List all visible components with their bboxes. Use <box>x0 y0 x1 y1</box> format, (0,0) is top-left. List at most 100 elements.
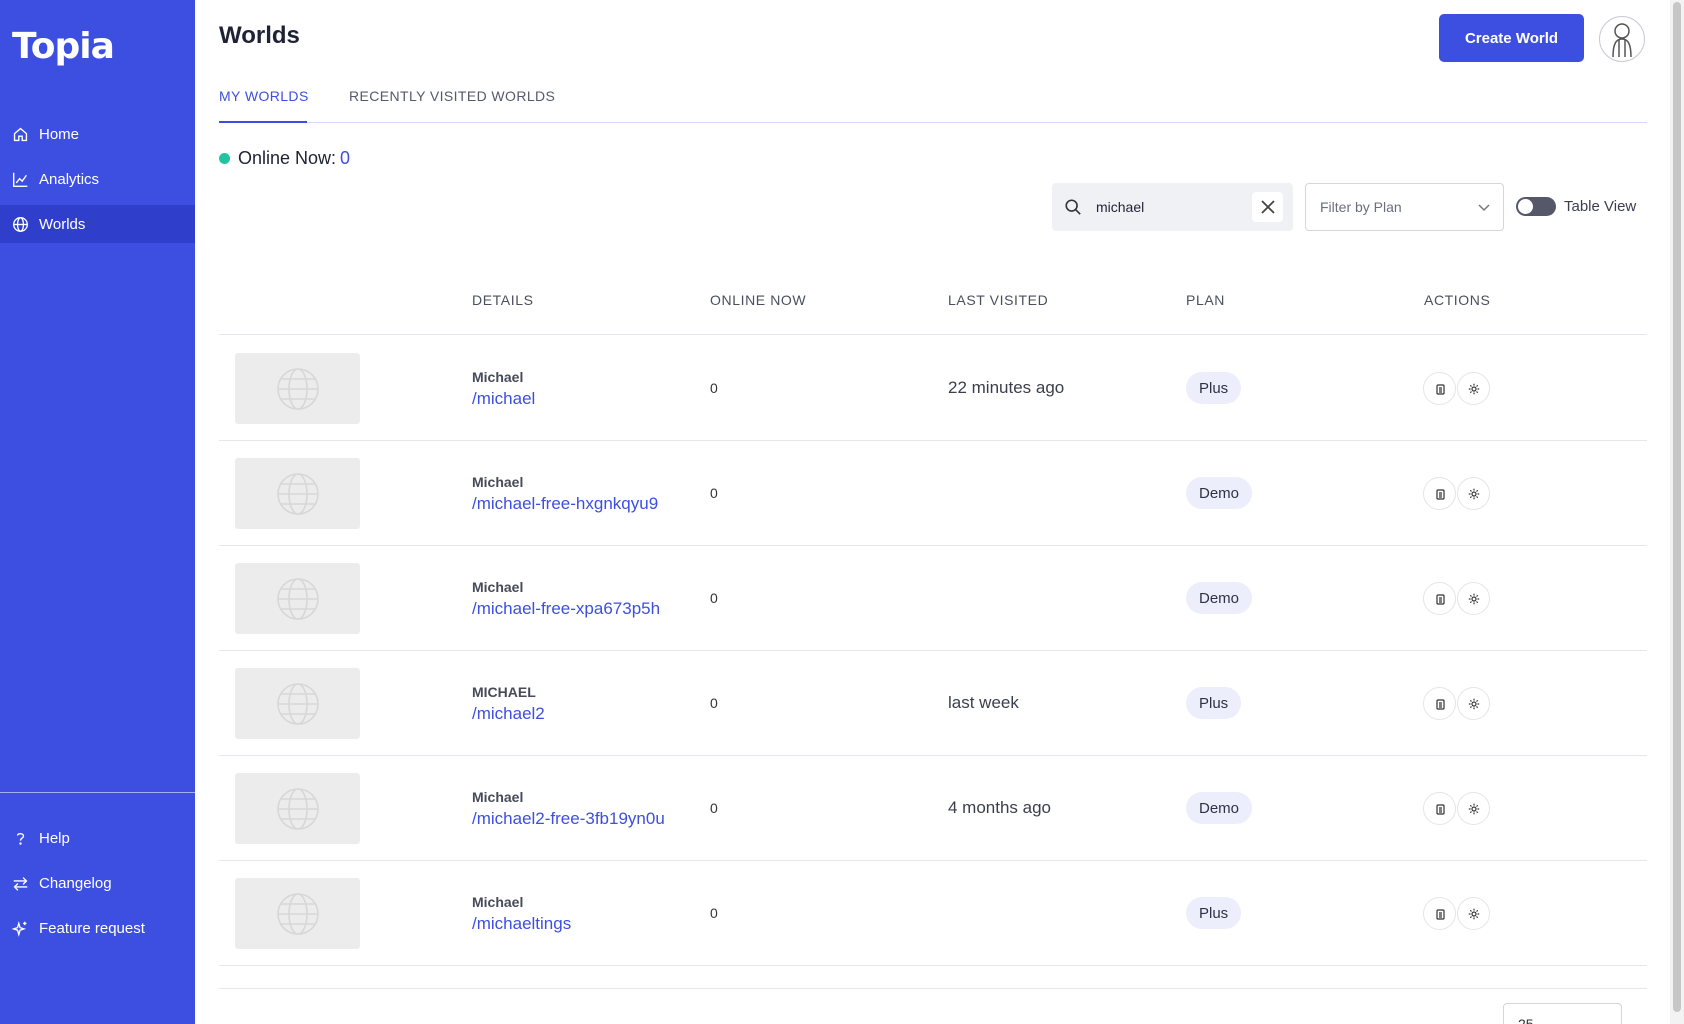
chevron-down-icon <box>1478 204 1490 212</box>
world-url-link[interactable]: /michael <box>472 389 536 408</box>
globe-icon <box>276 472 319 515</box>
column-header-details: DETAILS <box>472 292 534 308</box>
sidebar-nav: Home Analytics Worlds <box>0 115 195 250</box>
world-settings-button[interactable] <box>1457 792 1490 825</box>
world-owner-name: MICHAEL <box>472 684 536 700</box>
plan-badge: Demo <box>1186 792 1253 824</box>
table-row: Michael/michael-free-xpa673p5h 0 Demo <box>219 546 1647 651</box>
copy-icon <box>1435 383 1445 395</box>
copy-world-button[interactable] <box>1423 477 1456 510</box>
online-now-cell: 0 <box>710 695 718 711</box>
tab-bar: MY WORLDS RECENTLY VISITED WORLDS <box>219 78 1647 123</box>
last-visited-cell: last week <box>948 693 1019 712</box>
gear-icon <box>1468 908 1479 919</box>
world-url-link[interactable]: /michael2 <box>472 704 545 723</box>
sidebar-item-label: Help <box>39 829 70 847</box>
search-box <box>1052 183 1293 231</box>
gear-icon <box>1468 593 1479 604</box>
plan-badge: Demo <box>1186 582 1253 614</box>
copy-world-button[interactable] <box>1423 687 1456 720</box>
plan-badge: Plus <box>1186 897 1242 929</box>
analytics-icon <box>11 170 29 188</box>
sidebar-item-label: Worlds <box>39 215 86 233</box>
scrollbar[interactable] <box>1670 0 1684 1024</box>
sidebar-item-label: Home <box>39 125 80 143</box>
world-url-link[interactable]: /michael-free-hxgnkqyu9 <box>472 494 659 513</box>
column-header-online-now: ONLINE NOW <box>710 292 807 308</box>
sidebar-bottom-nav: Help Changelog Feature request <box>0 819 195 954</box>
world-settings-button[interactable] <box>1457 687 1490 720</box>
sidebar-item-worlds[interactable]: Worlds <box>0 205 195 243</box>
toggle-knob <box>1518 199 1533 214</box>
active-tab-indicator <box>219 121 307 123</box>
world-thumbnail[interactable] <box>235 668 360 739</box>
world-thumbnail[interactable] <box>235 773 360 844</box>
globe-icon <box>276 577 319 620</box>
scrollbar-thumb[interactable] <box>1673 2 1681 1012</box>
main-content: Worlds Create World MY WORLDS RECENTLY V… <box>219 0 1647 1024</box>
table-view-label: Table View <box>1564 198 1637 215</box>
world-thumbnail[interactable] <box>235 353 360 424</box>
gear-icon <box>1468 488 1479 499</box>
page-title: Worlds <box>219 22 300 49</box>
globe-icon <box>276 892 319 935</box>
world-owner-name: Michael <box>472 789 524 805</box>
tab-my-worlds[interactable]: MY WORLDS <box>219 88 309 104</box>
world-owner-name: Michael <box>472 369 524 385</box>
world-owner-name: Michael <box>472 579 524 595</box>
world-settings-button[interactable] <box>1457 897 1490 930</box>
gear-icon <box>1468 803 1479 814</box>
clear-search-button[interactable] <box>1252 192 1283 222</box>
online-now-cell: 0 <box>710 590 718 606</box>
world-url-link[interactable]: /michaeltings <box>472 914 572 933</box>
copy-icon <box>1435 698 1445 710</box>
world-url-link[interactable]: /michael2-free-3fb19yn0u <box>472 809 665 828</box>
world-thumbnail[interactable] <box>235 458 360 529</box>
rows-per-page-select[interactable]: 25 <box>1503 1003 1622 1024</box>
world-owner-name: Michael <box>472 894 524 910</box>
changelog-icon <box>11 874 29 892</box>
copy-world-button[interactable] <box>1423 792 1456 825</box>
search-icon <box>1065 199 1081 215</box>
world-thumbnail[interactable] <box>235 878 360 949</box>
sidebar-item-feature-request[interactable]: Feature request <box>0 909 195 947</box>
world-settings-button[interactable] <box>1457 477 1490 510</box>
copy-icon <box>1435 488 1445 500</box>
sidebar: Topia Home Analytics Worlds Help <box>0 0 195 1024</box>
world-thumbnail[interactable] <box>235 563 360 634</box>
world-settings-button[interactable] <box>1457 582 1490 615</box>
globe-icon <box>276 787 319 830</box>
sidebar-item-help[interactable]: Help <box>0 819 195 857</box>
table-row: Michael/michael 0 22 minutes ago Plus <box>219 336 1647 441</box>
filter-label: Filter by Plan <box>1320 199 1402 215</box>
plan-badge: Plus <box>1186 372 1242 404</box>
copy-world-button[interactable] <box>1423 582 1456 615</box>
online-now-cell: 0 <box>710 905 718 921</box>
world-url-link[interactable]: /michael-free-xpa673p5h <box>472 599 661 618</box>
sidebar-item-home[interactable]: Home <box>0 115 195 153</box>
table-header: DETAILS ONLINE NOW LAST VISITED PLAN ACT… <box>219 280 1647 335</box>
copy-world-button[interactable] <box>1423 372 1456 405</box>
topia-logo[interactable]: Topia <box>12 26 115 67</box>
online-status-dot <box>219 153 230 164</box>
plan-badge: Demo <box>1186 477 1253 509</box>
world-settings-button[interactable] <box>1457 372 1490 405</box>
online-now-indicator: Online Now: 0 <box>219 148 350 169</box>
sidebar-item-label: Analytics <box>39 170 100 188</box>
table-row: Michael/michael2-free-3fb19yn0u 0 4 months… <box>219 756 1647 861</box>
user-avatar-icon <box>1612 23 1632 58</box>
tab-recently-visited-worlds[interactable]: RECENTLY VISITED WORLDS <box>349 88 556 104</box>
gear-icon <box>1468 383 1479 394</box>
avatar[interactable] <box>1599 16 1645 62</box>
sidebar-item-changelog[interactable]: Changelog <box>0 864 195 902</box>
sidebar-item-analytics[interactable]: Analytics <box>0 160 195 198</box>
globe-icon <box>276 367 319 410</box>
home-icon <box>11 125 29 143</box>
filter-by-plan-select[interactable]: Filter by Plan <box>1305 183 1504 231</box>
table-view-toggle[interactable] <box>1516 197 1556 216</box>
create-world-button[interactable]: Create World <box>1439 14 1584 62</box>
copy-world-button[interactable] <box>1423 897 1456 930</box>
search-input[interactable] <box>1096 194 1246 220</box>
world-owner-name: Michael <box>472 474 524 490</box>
online-now-label: Online Now: <box>238 148 337 168</box>
